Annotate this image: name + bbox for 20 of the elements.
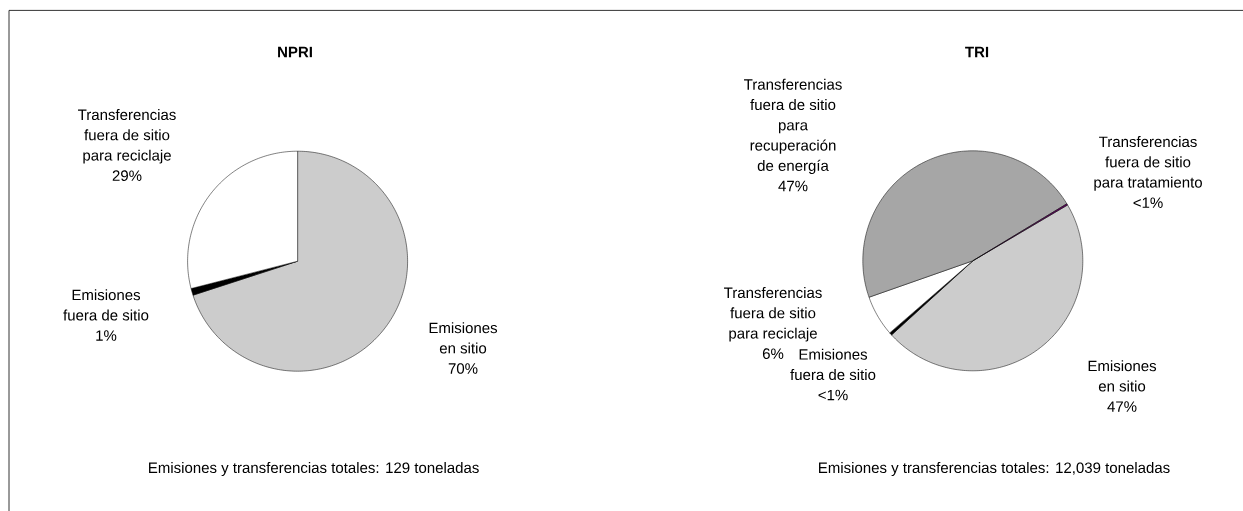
data-label: <1% [1133, 197, 1163, 208]
chart-title: TRI [965, 46, 989, 58]
slice-label: Emisiones en sitio [429, 322, 498, 354]
slice-label: Emisiones en sitio [1088, 360, 1157, 392]
slice-label: Transferencias fuera de sitio para reciclaje [78, 109, 176, 164]
slice-label: Emisiones fuera de sitio [63, 289, 149, 321]
chart-title: NPRI [278, 46, 312, 58]
slice-label: Transferencias fuera de sitio para reciclaje [724, 287, 822, 342]
slice-label: Emisiones fuera de sitio [790, 348, 876, 381]
slice-label: Transferencias fuera de sitio para recuperación de energía [744, 78, 842, 174]
data-label: 70% [448, 363, 478, 374]
data-label: 29% [112, 170, 142, 181]
data-label: <1% [818, 389, 848, 401]
data-label: 1% [96, 330, 117, 341]
data-label: 47% [778, 180, 808, 192]
text: Emisiones y transferencias totales: 12,039 toneladas [819, 462, 1170, 476]
text: Emisiones y transferencias totales: 129 toneladas [149, 462, 479, 476]
data-label: 6% [762, 348, 784, 359]
data-label: 47% [1107, 401, 1137, 412]
slice-label: Transferencias fuera de sitio para tratamiento [1094, 136, 1202, 191]
